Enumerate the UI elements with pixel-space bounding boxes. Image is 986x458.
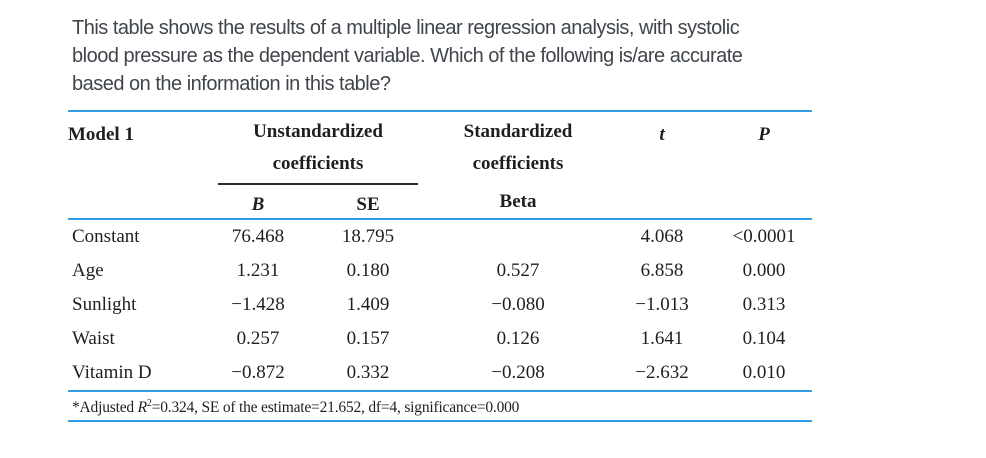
cell-t: 1.641: [640, 328, 684, 349]
header-subcolumns: B SE: [208, 190, 428, 220]
header-model: Model 1: [68, 124, 134, 145]
footnote-r-symbol: R: [137, 399, 147, 416]
cell-b: 0.257: [236, 328, 280, 349]
cell-t: −2.632: [635, 362, 689, 383]
cell-beta: 0.527: [496, 260, 540, 281]
table-row-sunlight: Sunlight −1.428 1.409 −0.080 −1.013 0.31…: [68, 288, 812, 322]
table-header: Model 1 Unstandardized coefficients B SE…: [68, 112, 812, 218]
cell-se: 1.409: [346, 294, 390, 315]
cell-b: 76.468: [231, 226, 285, 247]
cell-p: 0.010: [742, 362, 786, 383]
table-row-constant: Constant 76.468 18.795 4.068 <0.0001: [68, 220, 812, 254]
row-label: Constant: [72, 226, 140, 247]
row-label: Waist: [72, 328, 115, 349]
cell-t: −1.013: [635, 294, 689, 315]
row-label: Age: [72, 260, 104, 281]
table-row-waist: Waist 0.257 0.157 0.126 1.641 0.104: [68, 322, 812, 356]
header-col-beta: Beta: [499, 191, 537, 212]
footnote-prefix: *Adjusted: [72, 399, 138, 416]
cell-b: 1.231: [236, 260, 280, 281]
table-footnote: *Adjusted R2=0.324, SE of the estimate=2…: [68, 392, 812, 420]
header-standardized-line2: coefficients: [472, 153, 564, 174]
cell-beta: −0.080: [491, 294, 545, 315]
header-unstandardized-line1: Unstandardized: [253, 121, 383, 142]
table-bottom-rule: [68, 420, 812, 422]
header-unstandardized-line2: coefficients: [272, 153, 364, 174]
header-standardized-line1: Standardized: [463, 121, 573, 142]
cell-beta: 0.126: [496, 328, 540, 349]
cell-se: 0.332: [346, 362, 390, 383]
question-text: This table shows the results of a multip…: [72, 14, 862, 98]
cell-t: 6.858: [640, 260, 684, 281]
unstandardized-spanner-rule: [218, 183, 418, 185]
cell-b: −0.872: [231, 362, 285, 383]
table-row-age: Age 1.231 0.180 0.527 6.858 0.000: [68, 254, 812, 288]
cell-p: <0.0001: [732, 226, 796, 247]
header-group-standardized: Standardized coefficients Beta: [428, 112, 608, 220]
header-group-unstandardized: Unstandardized coefficients B SE: [208, 112, 428, 220]
regression-table: Model 1 Unstandardized coefficients B SE…: [68, 110, 812, 422]
cell-t: 4.068: [640, 226, 684, 247]
question-line-1: This table shows the results of a multip…: [72, 17, 740, 39]
cell-se: 0.157: [346, 328, 390, 349]
cell-beta: −0.208: [491, 362, 545, 383]
footnote-r-superscript: 2: [146, 397, 152, 409]
header-col-p: P: [758, 124, 770, 145]
cell-p: 0.313: [742, 294, 786, 315]
header-separator-rule: [68, 218, 812, 220]
cell-p: 0.104: [742, 328, 786, 349]
cell-se: 18.795: [341, 226, 395, 247]
question-line-3: based on the information in this table?: [72, 73, 391, 95]
question-line-2: blood pressure as the dependent variable…: [72, 45, 743, 67]
table-row-vitamin-d: Vitamin D −0.872 0.332 −0.208 −2.632 0.0…: [68, 356, 812, 390]
row-label: Sunlight: [72, 294, 137, 315]
footnote-separator-rule: [68, 390, 812, 392]
table-top-rule: [68, 110, 812, 112]
cell-b: −1.428: [231, 294, 285, 315]
row-label: Vitamin D: [72, 362, 152, 383]
footnote-stats: =0.324, SE of the estimate=21.652, df=4,…: [151, 399, 520, 416]
header-col-se: SE: [356, 194, 380, 215]
header-col-b: B: [251, 194, 265, 215]
cell-se: 0.180: [346, 260, 390, 281]
header-col-t: t: [659, 124, 665, 145]
cell-p: 0.000: [742, 260, 786, 281]
